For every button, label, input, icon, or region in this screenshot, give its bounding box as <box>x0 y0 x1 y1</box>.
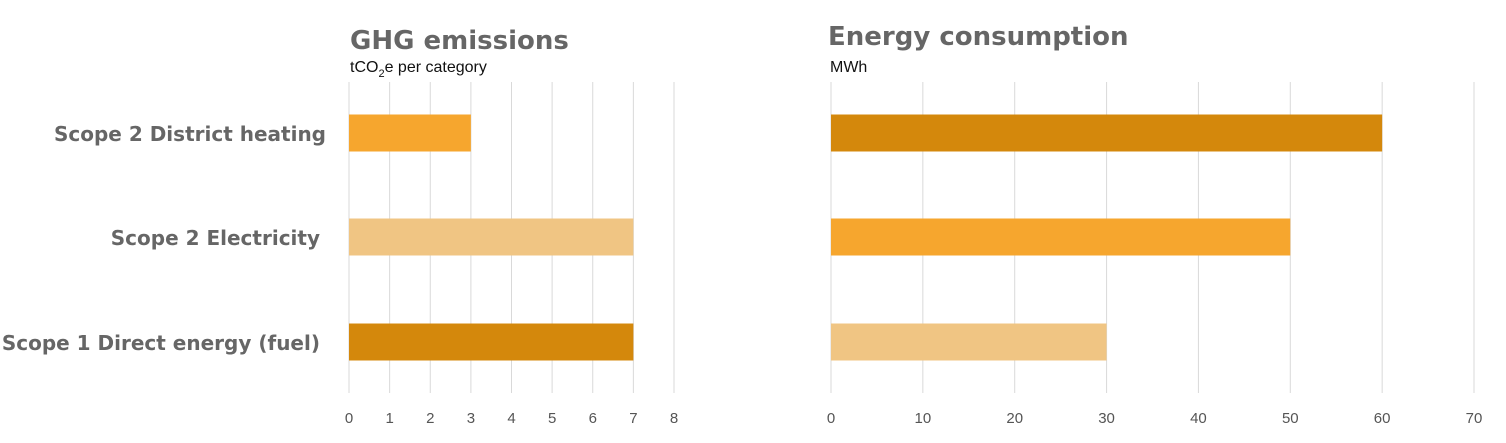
x-tick-label: 2 <box>426 410 434 427</box>
x-tick-label: 3 <box>467 410 475 427</box>
bar <box>831 323 1107 361</box>
ghg-emissions-plot: 0 1 2 3 4 5 6 7 8 <box>345 82 678 427</box>
energy-consumption-plot: 0 10 20 30 40 50 60 70 <box>827 82 1483 427</box>
x-tick-label: 4 <box>507 410 515 427</box>
bar <box>831 218 1291 256</box>
chart-title: Energy consumption <box>828 22 1129 52</box>
category-labels: Scope 2 District heating Scope 2 Electri… <box>2 122 326 355</box>
category-label: Scope 2 Electricity <box>111 226 320 250</box>
x-tick-label: 0 <box>345 410 353 427</box>
x-tick-label: 20 <box>1006 410 1023 427</box>
x-tick-label: 30 <box>1098 410 1115 427</box>
x-tick-label: 50 <box>1282 410 1299 427</box>
x-tick-label: 70 <box>1466 410 1483 427</box>
chart-subtitle: MWh <box>830 59 867 76</box>
subtitle-text: MWh <box>830 59 867 76</box>
x-tick-label: 0 <box>827 410 835 427</box>
x-tick-label: 8 <box>670 410 678 427</box>
x-tick-label: 60 <box>1374 410 1391 427</box>
x-tick-label: 5 <box>548 410 556 427</box>
subtitle-text: e per category <box>385 59 487 76</box>
bar <box>349 323 634 361</box>
x-tick-label: 10 <box>915 410 932 427</box>
chart-subtitle: tCO2e per category <box>350 59 487 80</box>
subtitle-subscript: 2 <box>378 68 384 80</box>
x-tick-label: 1 <box>385 410 393 427</box>
chart-title: GHG emissions <box>350 26 569 56</box>
x-tick-label: 7 <box>629 410 637 427</box>
category-label: Scope 2 District heating <box>54 122 326 146</box>
bar <box>349 218 634 256</box>
subtitle-text: tCO <box>350 59 378 76</box>
bar <box>349 114 471 152</box>
bar <box>831 114 1383 152</box>
x-tick-label: 40 <box>1190 410 1207 427</box>
category-label: Scope 1 Direct energy (fuel) <box>2 331 320 355</box>
x-tick-label: 6 <box>589 410 597 427</box>
